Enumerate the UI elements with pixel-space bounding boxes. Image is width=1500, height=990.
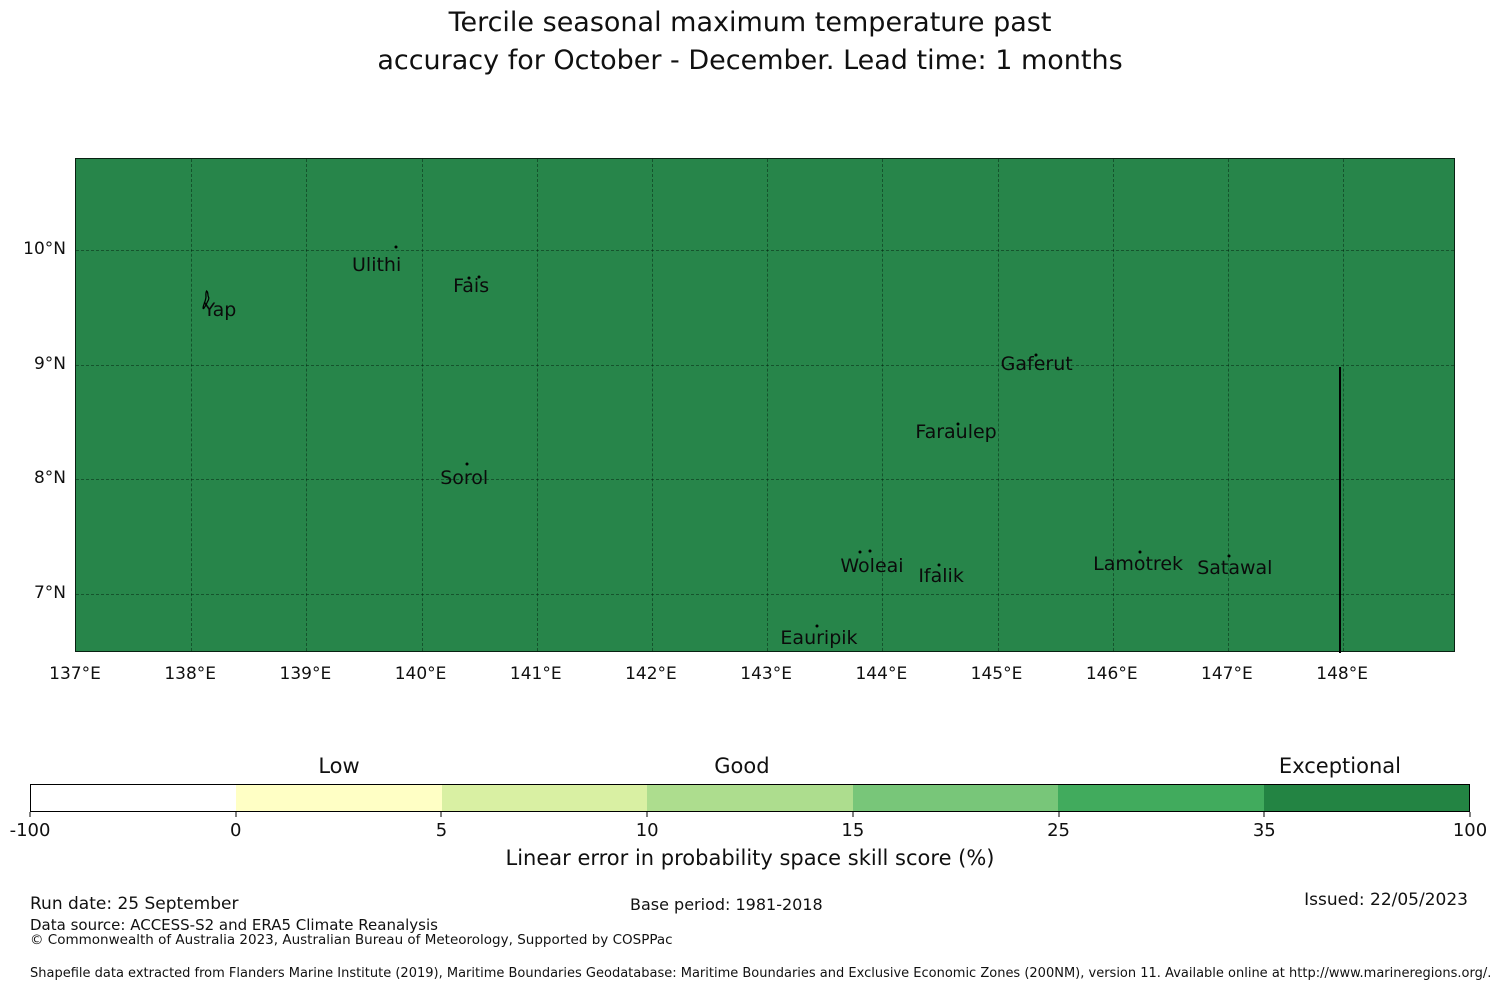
colorbar-tick-label: 5: [435, 820, 448, 841]
island-label: Yap: [203, 298, 237, 321]
gridline-meridian: [1112, 159, 1114, 651]
y-tick-label: 8°N: [33, 468, 66, 489]
island-marker-dot: [1227, 554, 1231, 558]
colorbar-category-label: Good: [714, 754, 770, 778]
island-label: Sorol: [440, 467, 489, 490]
gridline-meridian: [191, 159, 193, 651]
colorbar-segment: [1263, 785, 1469, 811]
colorbar-tick-label: 25: [1047, 820, 1071, 841]
footer-run-date: Run date: 25 September: [30, 894, 239, 914]
island-label: Satawal: [1197, 557, 1273, 580]
x-tick-label: 145°E: [970, 664, 1023, 684]
gridline-meridian: [882, 159, 884, 651]
x-tick-label: 147°E: [1201, 664, 1253, 684]
colorbar-segment: [647, 785, 853, 811]
colorbar-tick-label: 10: [635, 820, 659, 841]
colorbar-axis-label: Linear error in probability space skill …: [505, 846, 995, 870]
island-marker-dot: [394, 245, 398, 249]
footer-base-period: Base period: 1981-2018: [630, 895, 823, 914]
island-marker-dot: [465, 462, 468, 466]
footer-shapefile-note: Shapefile data extracted from Flanders M…: [30, 966, 1492, 981]
x-tick-label: 141°E: [509, 664, 562, 684]
x-tick-label: 142°E: [625, 664, 677, 684]
island-label: Fais: [453, 274, 490, 297]
page-title: Tercile seasonal maximum temperature pas…: [0, 4, 1500, 80]
page-title-line2: accuracy for October - December. Lead ti…: [377, 45, 1123, 76]
colorbar-segment: [852, 785, 1059, 811]
colorbar-segment: [441, 785, 648, 811]
island-label: Ulithi: [352, 254, 402, 277]
page-title-line1: Tercile seasonal maximum temperature pas…: [448, 7, 1052, 38]
gridline-meridian: [536, 159, 538, 651]
colorbar-tick-label: 0: [229, 820, 242, 841]
colorbar-tick: [440, 812, 442, 817]
gridline-meridian: [997, 159, 999, 651]
colorbar: -100 0 5 10 15 25 35 100 Low Good Exceptional: [10, 754, 1488, 841]
island-marker-dot: [868, 549, 872, 553]
gridline-parallel: [76, 479, 1454, 481]
y-tick-label: 10°N: [23, 239, 66, 260]
y-tick-label: 9°N: [33, 353, 66, 374]
gridline-meridian: [1227, 159, 1229, 651]
x-tick-label: 138°E: [164, 664, 217, 684]
footer-data-source: Data source: ACCESS-S2 and ERA5 Climate …: [30, 916, 438, 934]
x-tick-label: 140°E: [394, 664, 447, 684]
x-tick-label: 137°E: [49, 664, 101, 684]
gridline-meridian: [421, 159, 423, 651]
x-tick-label: 143°E: [740, 664, 792, 684]
colorbar-tick-label: 15: [841, 820, 865, 841]
colorbar-tick: [646, 812, 648, 817]
colorbar-tick-label: -100: [9, 820, 51, 841]
island-label: Faraulep: [915, 421, 997, 444]
colorbar-tick: [1058, 812, 1060, 817]
colorbar-tick: [235, 812, 237, 817]
map-canvas: Yap Ulithi Fais Gaferut Faraulep Sorol Woleai I…: [75, 158, 1455, 653]
colorbar-category-label: Low: [318, 754, 360, 778]
colorbar-tick-label: 100: [1452, 820, 1488, 841]
colorbar-tick: [1263, 812, 1265, 817]
island-label: Eauripik: [780, 627, 858, 650]
gridline-meridian: [1343, 159, 1345, 651]
x-tick-label: 148°E: [1316, 664, 1368, 684]
x-tick-label: 146°E: [1085, 664, 1138, 684]
island-marker-dot: [467, 276, 471, 280]
gridline-parallel: [76, 250, 1454, 252]
island-label: Gaferut: [1000, 352, 1073, 375]
island-marker-dot: [937, 563, 941, 567]
island-label: Woleai: [840, 555, 904, 578]
colorbar-tick-label: 35: [1252, 820, 1276, 841]
y-tick-label: 7°N: [33, 582, 66, 603]
island-marker-dot: [477, 275, 481, 279]
gridline-parallel: [76, 593, 1454, 595]
island-marker-dot: [1138, 550, 1142, 554]
island-marker-dot: [956, 422, 960, 426]
x-tick-label: 139°E: [279, 664, 332, 684]
island-marker-dot: [815, 624, 819, 628]
x-tick-label: 144°E: [855, 664, 908, 684]
island-marker-dot: [1034, 353, 1038, 357]
colorbar-tick: [852, 812, 854, 817]
island-marker-dot: [858, 550, 862, 554]
gridline-meridian: [306, 159, 308, 651]
colorbar-bar: [30, 784, 1470, 812]
footer-copyright: © Commonwealth of Australia 2023, Austra…: [30, 932, 673, 948]
colorbar-segment: [1058, 785, 1264, 811]
colorbar-segment: [31, 785, 237, 811]
colorbar-category-label: Exceptional: [1278, 754, 1401, 778]
colorbar-tick: [29, 812, 31, 817]
island-label: Ifalik: [918, 565, 964, 588]
gridline-meridian: [651, 159, 653, 651]
colorbar-segment: [236, 785, 442, 811]
colorbar-tick: [1469, 812, 1471, 817]
island-label: Lamotrek: [1093, 552, 1184, 575]
eez-boundary-line: [1338, 367, 1341, 653]
gridline-parallel: [76, 364, 1454, 366]
footer-issued-date: Issued: 22/05/2023: [1304, 890, 1468, 910]
yap-island-shape: [199, 289, 213, 314]
gridline-meridian: [767, 159, 769, 651]
